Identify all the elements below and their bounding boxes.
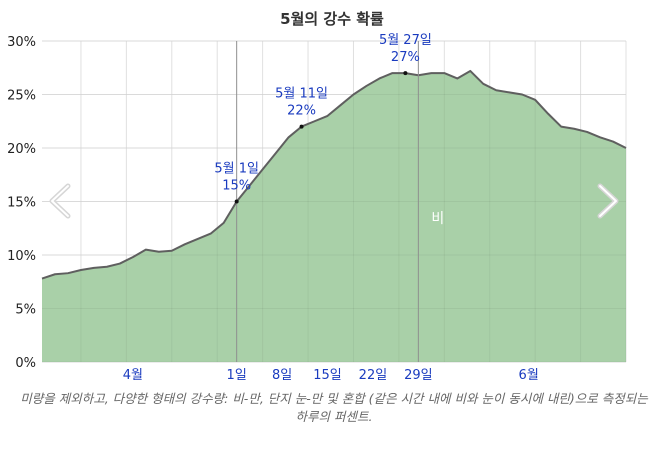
next-month-button[interactable] xyxy=(597,183,619,219)
chart-caption: 미량을 제외하고, 다양한 형태의 강수량: 비-만, 단지 눈-만 및 혼합 … xyxy=(20,391,648,424)
annotations: 5월 1일 15% 5월 11일 22% 5월 27일 27% xyxy=(214,33,432,204)
y-tick-label: 20% xyxy=(7,142,36,157)
annotation-date: 5월 11일 xyxy=(275,87,328,102)
x-tick-label: 6월 xyxy=(519,368,539,383)
x-tick-label: 8일 xyxy=(272,368,292,383)
precipitation-line xyxy=(41,69,627,280)
y-tick-label: 15% xyxy=(7,196,36,211)
x-tick-label: 15일 xyxy=(313,368,342,383)
annotation-date: 5월 1일 xyxy=(214,162,259,177)
prev-month-button[interactable] xyxy=(49,183,71,219)
precipitation-area xyxy=(42,70,626,363)
series-label: 비 xyxy=(431,211,444,227)
y-tick-label: 0% xyxy=(15,356,36,371)
y-tick-label: 10% xyxy=(7,249,36,264)
y-axis: 0% 5% 10% 15% 20% 25% 30% xyxy=(7,35,36,371)
annotation-value: 27% xyxy=(391,50,420,65)
y-tick-label: 25% xyxy=(7,89,36,104)
annotation-value: 15% xyxy=(222,179,251,194)
chart-title: 5월의 강수 확률 xyxy=(280,10,384,28)
x-tick-label: 29일 xyxy=(404,368,433,383)
annotation-point xyxy=(403,71,408,76)
x-axis: 4월 1일 8일 15일 22일 29일 6월 xyxy=(123,368,539,383)
annotation-date: 5월 27일 xyxy=(379,33,432,48)
area-layer: 비 xyxy=(41,40,627,363)
annotation-point xyxy=(234,199,239,204)
y-tick-label: 30% xyxy=(7,35,36,50)
x-tick-label: 1일 xyxy=(227,368,247,383)
x-tick-label: 22일 xyxy=(359,368,388,383)
annotation-value: 22% xyxy=(287,104,316,119)
x-tick-label: 4월 xyxy=(123,368,143,383)
y-tick-label: 5% xyxy=(15,303,36,318)
annotation-point xyxy=(299,124,304,129)
